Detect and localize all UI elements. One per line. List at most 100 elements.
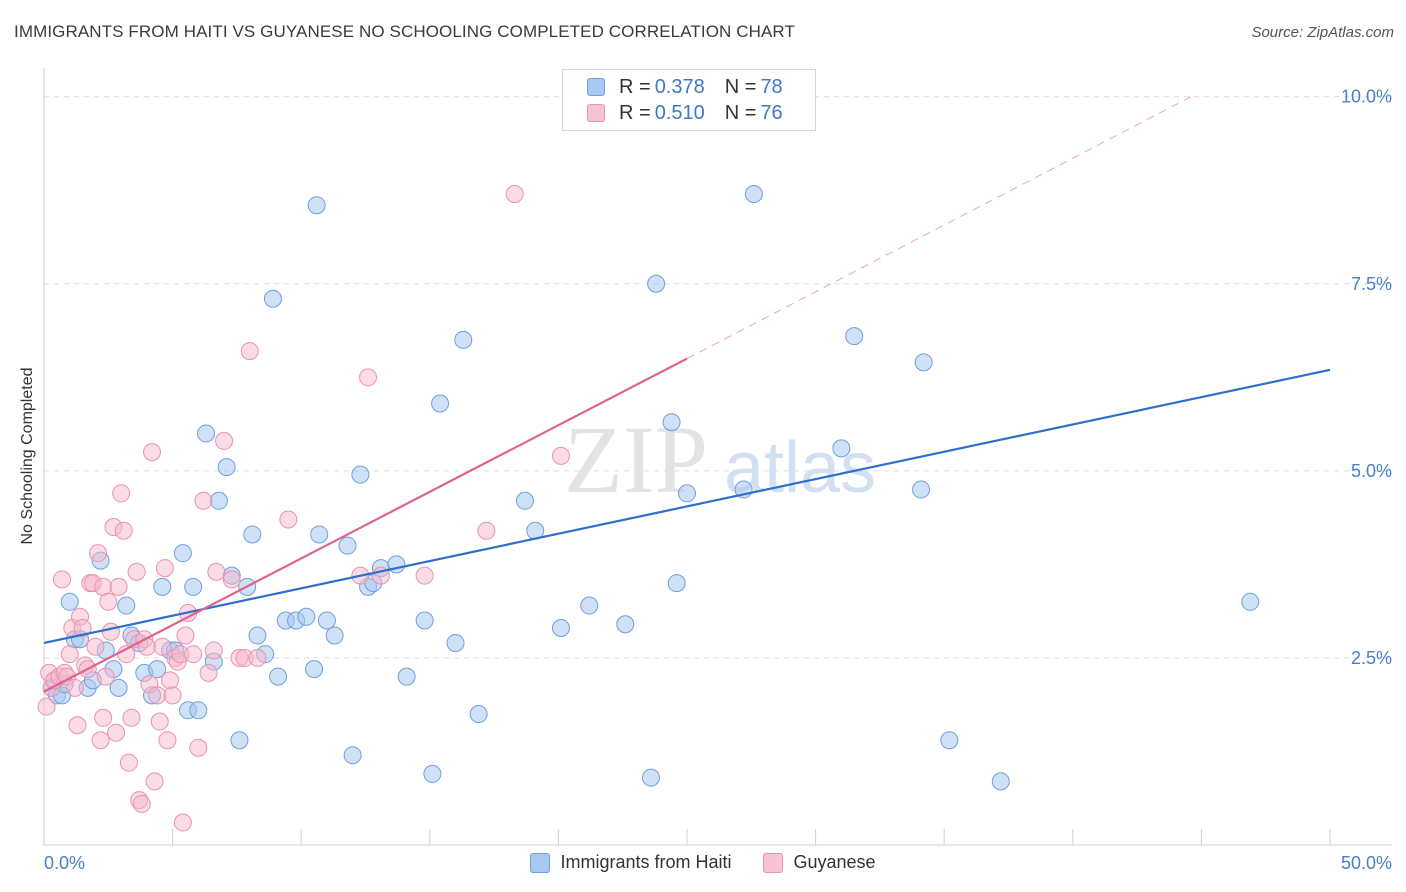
haiti-point <box>515 491 534 510</box>
haiti-point <box>744 184 763 203</box>
haiti-point <box>580 596 599 615</box>
n-value-guyanese: 76 <box>760 101 783 124</box>
haiti-point <box>297 607 316 626</box>
guyanese-point <box>150 712 169 731</box>
haiti-point <box>109 678 128 697</box>
guyanese-point <box>199 663 218 682</box>
r-label: R = <box>619 75 651 98</box>
haiti-point <box>423 764 442 783</box>
guyanese-point <box>240 342 259 361</box>
guyanese-point <box>101 622 120 641</box>
watermark: ZIP atlas <box>564 406 876 513</box>
haiti-point <box>117 596 136 615</box>
haiti-point <box>351 465 370 484</box>
legend-swatch-haiti <box>530 852 551 873</box>
legend-stats: R = 0.378 N = 78 R = 0.510 N = 76 <box>562 69 816 131</box>
y-axis-label: No Schooling Completed <box>19 367 36 545</box>
guyanese-point <box>158 731 177 750</box>
guyanese-point <box>153 637 172 656</box>
haiti-point <box>317 611 336 630</box>
guyanese-point <box>60 645 79 664</box>
guyanese-point <box>94 708 113 727</box>
haiti-point <box>991 772 1010 791</box>
n-label: N = <box>724 75 757 98</box>
haiti-point <box>307 196 326 215</box>
haiti-point <box>662 413 681 432</box>
guyanese-point <box>53 570 72 589</box>
r-label: R = <box>619 101 651 124</box>
haiti-point <box>263 289 282 308</box>
legend-label-guyanese: Guyanese <box>793 852 876 872</box>
haiti-point <box>217 458 236 477</box>
haiti-point <box>60 592 79 611</box>
haiti-point <box>454 330 473 349</box>
guyanese-point <box>94 577 113 596</box>
haiti-point <box>912 480 931 499</box>
x-tick-label-max: 50.0% <box>1341 853 1392 873</box>
haiti-point <box>832 439 851 458</box>
guyanese-point <box>161 671 180 690</box>
haiti-point <box>189 701 208 720</box>
legend-swatch-haiti <box>587 78 605 96</box>
guyanese-point <box>551 446 570 465</box>
y-tick-label: 2.5% <box>1351 648 1392 668</box>
axes <box>43 68 1392 846</box>
guyanese-point <box>163 686 182 705</box>
tick-labels: 2.5% 5.0% 7.5% 10.0% 0.0% 50.0% <box>44 87 1392 873</box>
guyanese-trend-extension <box>686 96 1192 360</box>
guyanese-trend-line <box>43 357 688 693</box>
haiti-point <box>153 577 172 596</box>
y-tick-label: 10.0% <box>1341 87 1392 107</box>
r-value-guyanese: 0.510 <box>654 101 705 124</box>
guyanese-point <box>248 648 267 667</box>
haiti-point <box>148 660 167 679</box>
guyanese-point <box>279 510 298 529</box>
haiti-point <box>678 484 696 503</box>
haiti-point <box>551 618 570 637</box>
haiti-point <box>469 705 488 724</box>
haiti-point <box>243 525 262 544</box>
guyanese-point <box>107 723 126 742</box>
guyanese-point <box>173 813 192 832</box>
chart-title: IMMIGRANTS FROM HAITI VS GUYANESE NO SCH… <box>14 22 795 41</box>
guyanese-point <box>415 566 434 585</box>
haiti-point <box>173 544 192 563</box>
guyanese-point <box>122 708 141 727</box>
guyanese-point <box>89 544 108 563</box>
guyanese-point <box>65 678 84 697</box>
guyanese-point <box>145 772 164 791</box>
haiti-point <box>343 746 362 765</box>
r-value-haiti: 0.378 <box>654 75 705 98</box>
legend-series: Immigrants from Haiti Guyanese <box>0 852 1406 873</box>
haiti-point <box>338 536 357 555</box>
haiti-point <box>641 768 660 787</box>
guyanese-point <box>204 641 223 660</box>
guyanese-point <box>189 738 208 757</box>
haiti-point <box>647 274 666 293</box>
y-tick-label: 5.0% <box>1351 461 1392 481</box>
guyanese-point <box>37 697 56 716</box>
haiti-point <box>184 577 203 596</box>
n-value-haiti: 78 <box>760 75 783 98</box>
haiti-point <box>616 615 635 634</box>
guyanese-point <box>148 686 167 705</box>
legend-item-guyanese[interactable]: Guyanese <box>763 852 876 873</box>
guyanese-point <box>114 521 133 540</box>
legend-stats-row-haiti: R = 0.378 N = 78 <box>587 74 783 100</box>
guyanese-point <box>505 184 524 203</box>
guyanese-point <box>86 637 105 656</box>
source-label: Source: ZipAtlas.com <box>1251 24 1394 41</box>
guyanese-point <box>184 645 203 664</box>
haiti-point <box>269 667 288 686</box>
guyanese-point <box>222 570 241 589</box>
legend-label-haiti: Immigrants from Haiti <box>560 852 732 872</box>
haiti-point <box>397 667 416 686</box>
guyanese-point <box>143 443 162 462</box>
guyanese-point <box>477 521 496 540</box>
legend-item-haiti[interactable]: Immigrants from Haiti <box>530 852 731 873</box>
guyanese-point <box>215 431 234 450</box>
haiti-point <box>431 394 450 413</box>
guyanese-point <box>112 484 131 503</box>
trend-lines <box>43 96 1331 693</box>
